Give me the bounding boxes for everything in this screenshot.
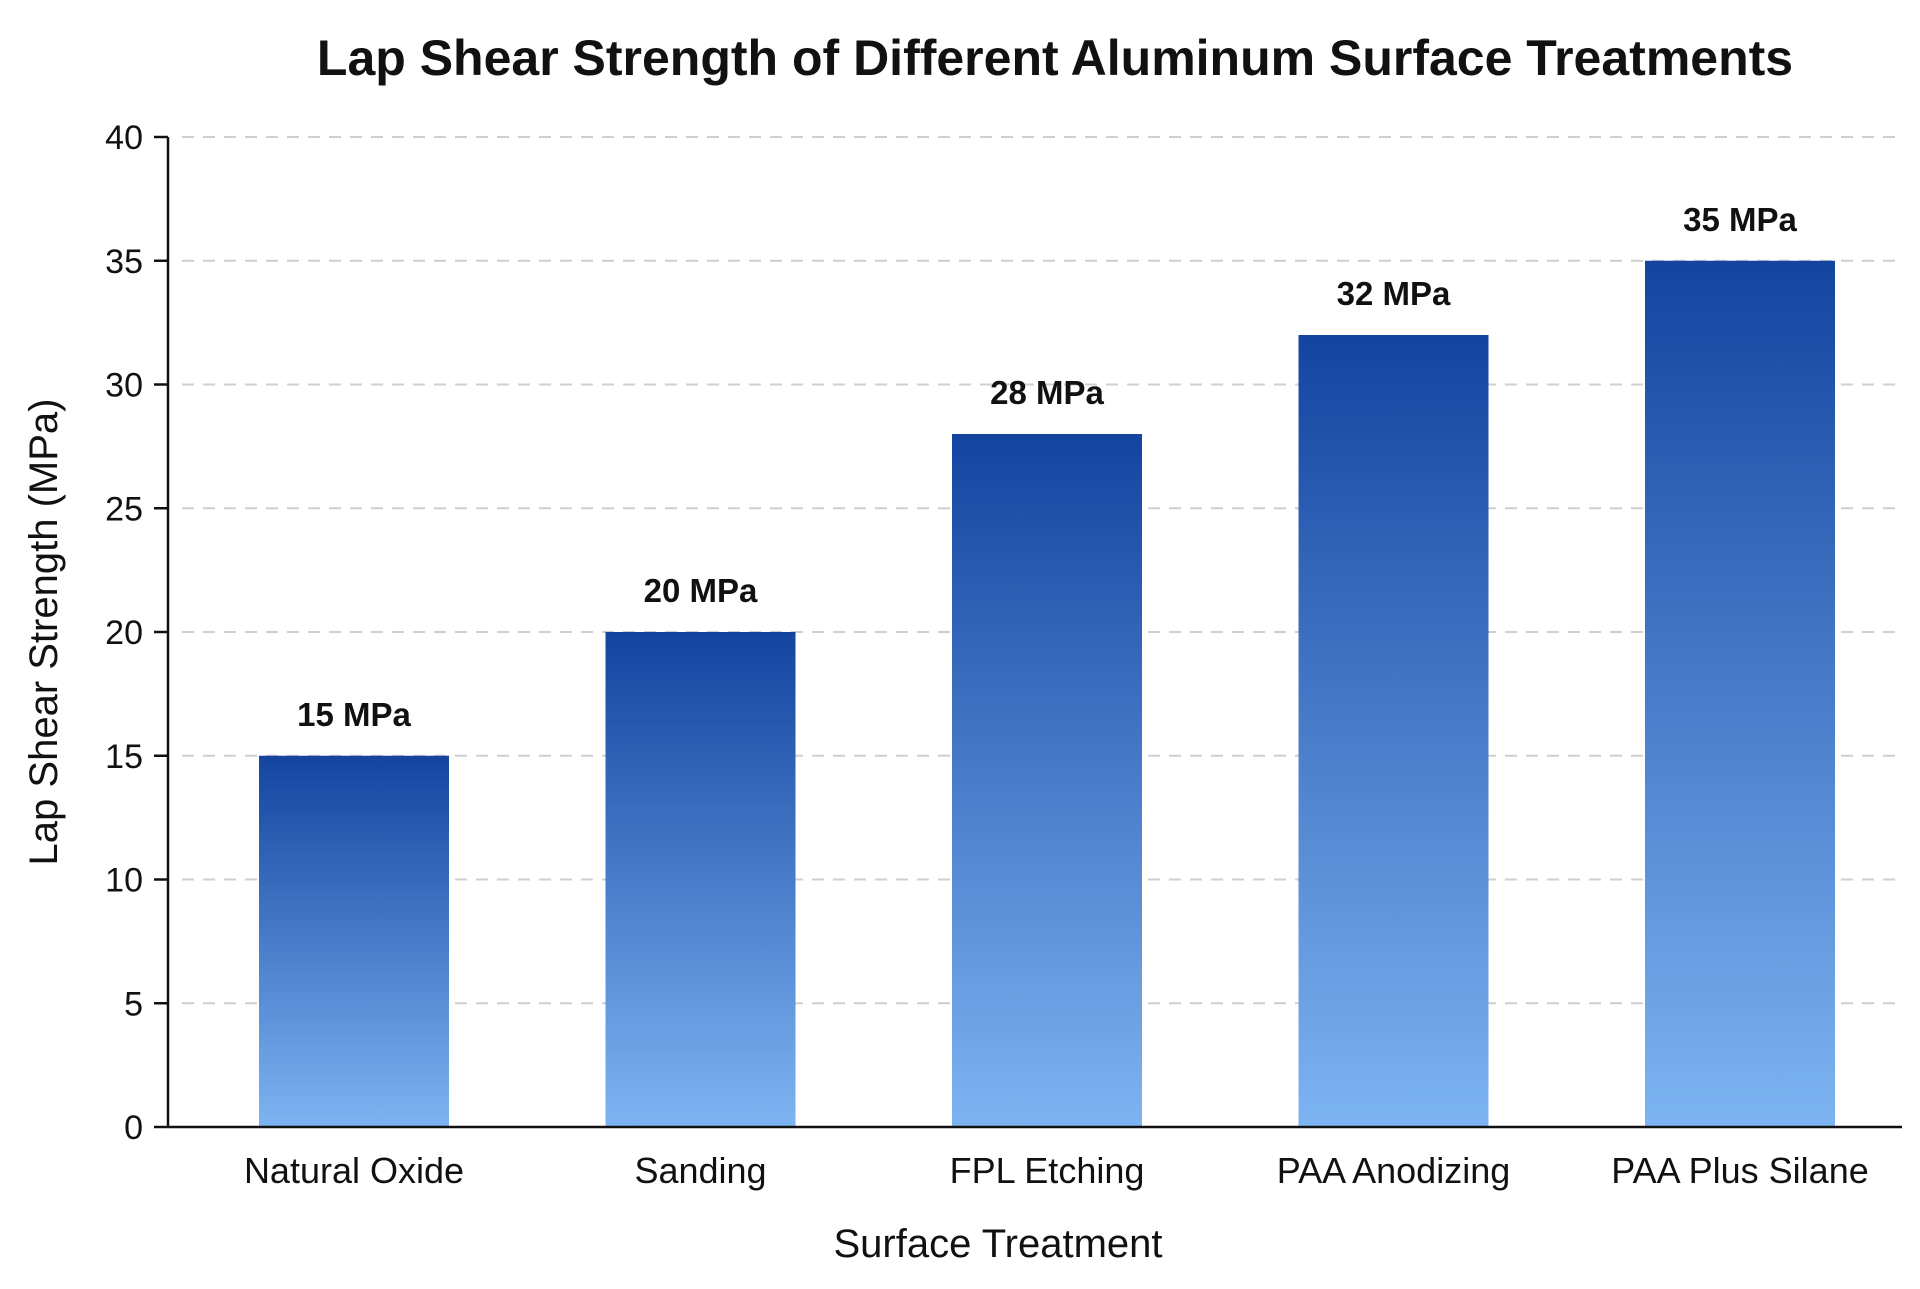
y-tick-label: 40 xyxy=(105,119,143,157)
y-tick-label: 10 xyxy=(105,862,143,900)
x-category-label: PAA Anodizing xyxy=(1277,1150,1511,1191)
x-category-label: FPL Etching xyxy=(950,1150,1145,1191)
x-axis-label: Surface Treatment xyxy=(833,1222,1162,1266)
y-tick-label: 25 xyxy=(105,490,143,528)
bar-value-label: 35 MPa xyxy=(1683,201,1797,238)
bar-value-label: 20 MPa xyxy=(644,572,758,609)
bar xyxy=(1645,260,1835,1127)
bar xyxy=(952,434,1142,1127)
bar-value-label: 28 MPa xyxy=(990,374,1104,411)
y-tick-label: 15 xyxy=(105,738,143,776)
bar xyxy=(259,755,449,1127)
y-tick-label: 5 xyxy=(124,985,143,1023)
chart-title: Lap Shear Strength of Different Aluminum… xyxy=(317,30,1793,86)
y-tick-label: 0 xyxy=(124,1109,143,1147)
bar xyxy=(605,632,796,1127)
y-axis-ticks: 0 5 10 15 20 25 30 35 40 xyxy=(105,119,168,1147)
bar-value-label: 32 MPa xyxy=(1337,275,1451,312)
y-axis-label: Lap Shear Strength (MPa) xyxy=(22,399,66,866)
value-labels: 15 MPa 20 MPa 28 MPa 32 MPa 35 MPa xyxy=(297,201,1797,733)
grid-lines xyxy=(182,136,1902,1005)
bars xyxy=(259,260,1835,1127)
x-category-label: Sanding xyxy=(634,1150,766,1191)
x-category-label: Natural Oxide xyxy=(244,1150,464,1191)
y-tick-label: 30 xyxy=(105,367,143,405)
x-category-label: PAA Plus Silane xyxy=(1611,1150,1868,1191)
y-tick-label: 20 xyxy=(105,614,143,652)
y-tick-label: 35 xyxy=(105,243,143,281)
x-axis-categories: Natural Oxide Sanding FPL Etching PAA Anodi… xyxy=(244,1150,1869,1191)
bar xyxy=(1298,335,1489,1127)
bar-value-label: 15 MPa xyxy=(297,696,411,733)
